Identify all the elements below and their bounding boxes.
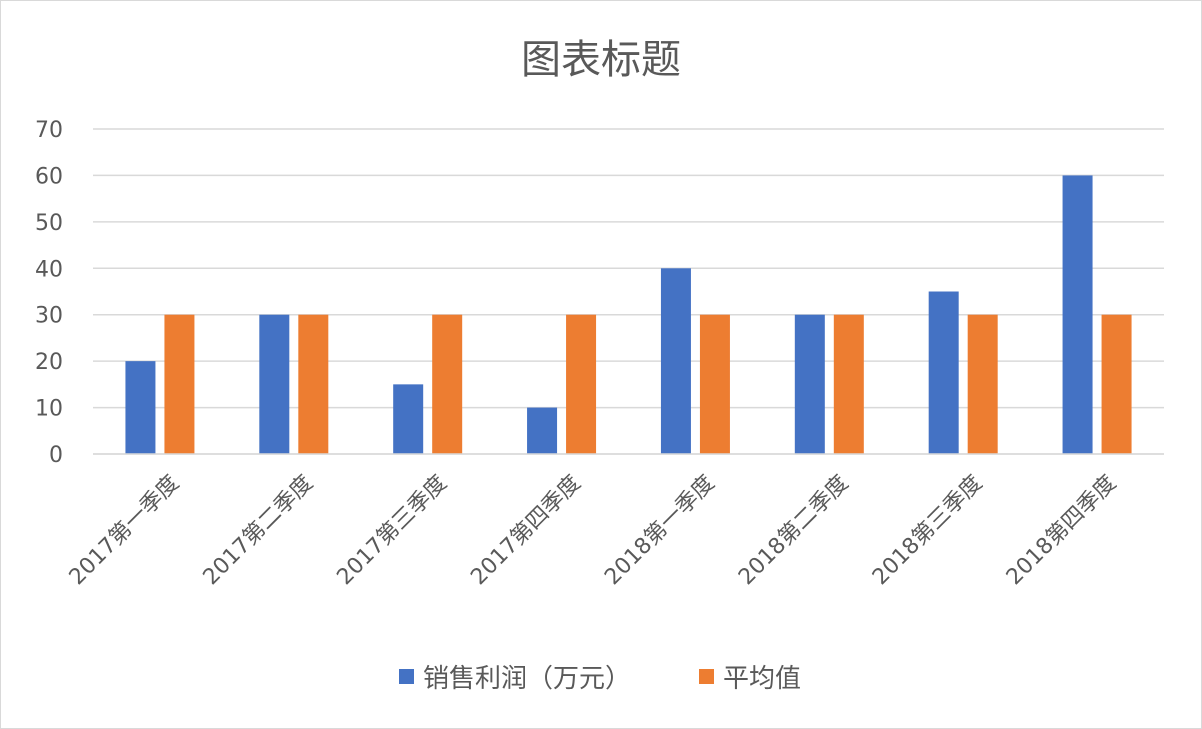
y-tick-label: 0 (49, 443, 63, 468)
bar-series-0-category-1 (259, 314, 290, 454)
y-tick-label: 70 (35, 118, 63, 143)
x-tick-label: 2017第四季度 (466, 471, 586, 591)
legend-swatch-1 (699, 669, 714, 684)
x-tick-label: 2018第一季度 (600, 471, 720, 591)
x-tick-label: 2018第三季度 (868, 471, 988, 591)
bar-series-1-category-0 (164, 314, 195, 454)
y-tick-label: 30 (35, 304, 63, 329)
chart-title: 图表标题 (521, 37, 681, 83)
x-tick-label: 2017第三季度 (332, 471, 452, 591)
y-tick-label: 60 (35, 164, 63, 189)
bar-series-1-category-7 (1101, 314, 1132, 454)
legend: 销售利润（万元） 平均值 (399, 664, 801, 694)
bar-series-0-category-3 (527, 407, 558, 454)
bar-series-0-category-4 (660, 268, 691, 454)
legend-swatch-0 (399, 669, 414, 684)
gridlines-group (93, 128, 1164, 455)
bar-series-1-category-4 (699, 314, 730, 454)
legend-label-1: 平均值 (723, 664, 801, 694)
bar-series-0-category-2 (393, 384, 424, 454)
bar-series-1-category-1 (298, 314, 329, 454)
bar-series-1-category-6 (967, 314, 998, 454)
y-tick-label: 50 (35, 211, 63, 236)
bar-series-0-category-7 (1062, 175, 1093, 454)
y-axis: 0 10 20 30 40 50 60 70 (35, 118, 63, 468)
bar-series-0-category-5 (794, 314, 825, 454)
x-tick-label: 2017第一季度 (65, 471, 185, 591)
legend-label-0: 销售利润（万元） (423, 664, 631, 694)
bar-series-1-category-3 (566, 314, 597, 454)
x-tick-label: 2018第四季度 (1002, 471, 1122, 591)
y-tick-label: 10 (35, 397, 63, 422)
bar-series-1-category-2 (432, 314, 463, 454)
x-tick-label: 2017第二季度 (199, 471, 319, 591)
y-tick-label: 20 (35, 350, 63, 375)
bars-group (125, 175, 1132, 454)
bar-series-0-category-6 (928, 291, 959, 454)
bar-series-1-category-5 (833, 314, 864, 454)
bar-series-0-category-0 (125, 361, 156, 454)
x-tick-label: 2018第二季度 (734, 471, 854, 591)
x-axis: 2017第一季度 2017第二季度 2017第三季度 2017第四季度 2018第一季度… (65, 453, 1164, 591)
y-tick-label: 40 (35, 257, 63, 282)
